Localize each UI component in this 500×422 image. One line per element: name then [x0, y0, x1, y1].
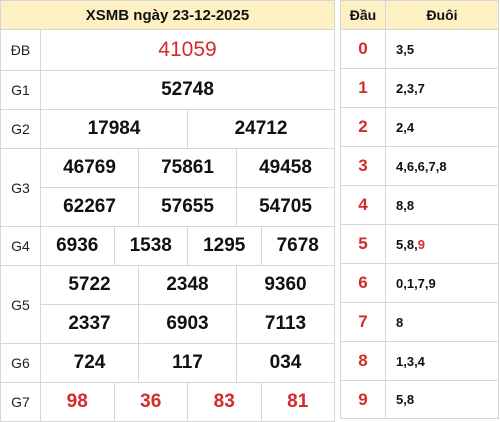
loto-tail: 5,8 [385, 380, 499, 419]
prize-label-g3: G3 [0, 148, 41, 227]
results-table: XSMB ngày 23-12-2025 ĐB 41059 G1 52748 G… [0, 0, 335, 422]
g7-number: 83 [187, 382, 262, 422]
g7-number: 36 [113, 382, 188, 422]
prize-label-g1: G1 [0, 70, 41, 110]
g7-number: 81 [260, 382, 335, 422]
loto-tail: 2,4 [385, 107, 499, 147]
g5-number: 2337 [40, 304, 139, 344]
g3-number: 75861 [138, 148, 237, 188]
loto-head: 8 [340, 341, 386, 381]
g5-number: 2348 [138, 265, 237, 305]
g3-number: 49458 [236, 148, 335, 188]
loto-head: 9 [340, 380, 386, 419]
loto-head: 4 [340, 185, 386, 225]
loto-tail: 3,5 [385, 29, 499, 69]
g5-number: 7113 [236, 304, 335, 344]
loto-tail: 0,1,7,9 [385, 263, 499, 303]
g4-number: 1295 [187, 226, 262, 266]
g2-number: 17984 [40, 109, 188, 149]
prize-label-g7: G7 [0, 382, 41, 422]
g6-number: 117 [138, 343, 237, 383]
g4-number: 1538 [113, 226, 188, 266]
loto-tail: 1,3,4 [385, 341, 499, 381]
g5-number: 6903 [138, 304, 237, 344]
loto-head: 3 [340, 146, 386, 186]
g2-number: 24712 [187, 109, 335, 149]
prize-label-db: ĐB [0, 29, 41, 71]
g1-number: 52748 [40, 70, 335, 110]
loto-tail: 2,3,7 [385, 68, 499, 108]
results-title: XSMB ngày 23-12-2025 [0, 0, 335, 30]
g3-number: 46769 [40, 148, 139, 188]
g6-number: 724 [40, 343, 139, 383]
g5-number: 5722 [40, 265, 139, 305]
loto-head: 6 [340, 263, 386, 303]
loto-tail-text: 5,8, [396, 236, 418, 252]
g3-number: 57655 [138, 187, 237, 227]
g3-number: 62267 [40, 187, 139, 227]
prize-label-g6: G6 [0, 343, 41, 383]
loto-tail: 5,8,9 [385, 224, 499, 264]
g4-number: 6936 [40, 226, 115, 266]
g3-number: 54705 [236, 187, 335, 227]
g6-number: 034 [236, 343, 335, 383]
loto-tail-highlight: 9 [417, 236, 425, 252]
prize-label-g2: G2 [0, 109, 41, 149]
prize-label-g4: G4 [0, 226, 41, 266]
loto-tail: 4,6,6,7,8 [385, 146, 499, 186]
g7-number: 98 [40, 382, 115, 422]
loto-head: 0 [340, 29, 386, 69]
g4-number: 7678 [260, 226, 335, 266]
special-prize-number: 41059 [40, 29, 335, 71]
g5-number: 9360 [236, 265, 335, 305]
loto-head: 2 [340, 107, 386, 147]
loto-tail: 8 [385, 302, 499, 342]
loto-tail-header: Đuôi [385, 0, 499, 30]
loto-table: Đầu Đuôi 0 3,5 1 2,3,7 2 2,4 3 4,6,6,7,8 4 8,… [340, 0, 499, 419]
loto-head: 1 [340, 68, 386, 108]
prize-label-g5: G5 [0, 265, 41, 344]
loto-tail: 8,8 [385, 185, 499, 225]
loto-head-header: Đầu [340, 0, 386, 30]
loto-head: 5 [340, 224, 386, 264]
loto-head: 7 [340, 302, 386, 342]
